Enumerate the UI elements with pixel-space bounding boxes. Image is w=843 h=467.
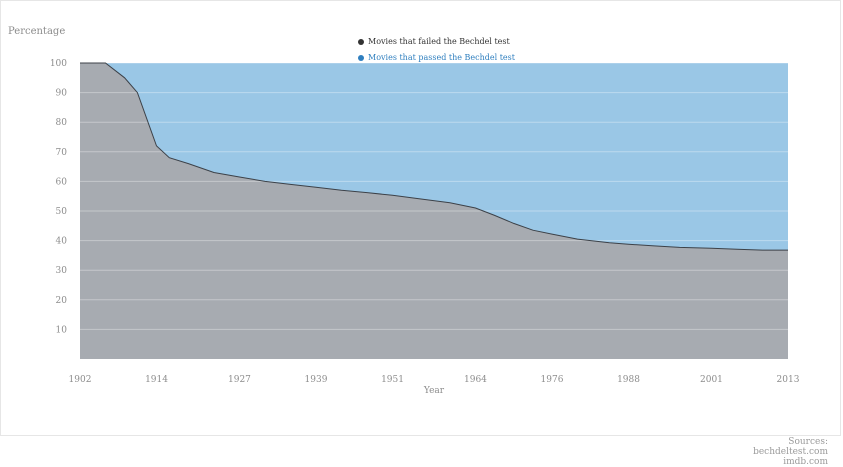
series-failed-area: [80, 63, 788, 359]
y-tick-label: 40: [56, 237, 68, 247]
source-line: bechdeltest.com: [753, 447, 828, 457]
legend-item-passed[interactable]: Movies that passed the Bechdel test: [358, 50, 515, 66]
sources-heading: Sources:: [788, 437, 828, 447]
x-tick-label: 2001: [700, 375, 723, 385]
source-line: imdb.com: [783, 457, 828, 467]
x-tick-label: 1902: [69, 375, 92, 385]
y-tick-label: 60: [56, 177, 68, 187]
y-tick-label: 30: [56, 266, 68, 276]
x-axis-title: Year: [423, 386, 445, 396]
x-tick-label: 1964: [464, 375, 487, 385]
legend-marker-failed: [358, 39, 364, 45]
x-tick-label: 1939: [305, 375, 328, 385]
legend-label-passed: Movies that passed the Bechdel test: [368, 53, 515, 62]
chart-frame: [0, 0, 841, 436]
x-tick-label: 1976: [541, 375, 564, 385]
legend-item-failed[interactable]: Movies that failed the Bechdel test: [358, 34, 515, 50]
legend: Movies that failed the Bechdel test Movi…: [358, 34, 515, 66]
x-tick-label: 1988: [617, 375, 640, 385]
legend-label-failed: Movies that failed the Bechdel test: [368, 37, 510, 46]
x-tick-label: 1914: [145, 375, 168, 385]
x-tick-label: 1951: [381, 375, 404, 385]
x-tick-label: 2013: [777, 375, 800, 385]
y-tick-label: 90: [56, 89, 68, 99]
y-tick-label: 100: [50, 59, 67, 69]
y-tick-label: 10: [56, 325, 68, 335]
series-failed-line: [80, 62, 788, 251]
y-tick-label: 80: [56, 118, 68, 128]
sources-note: Sources: bechdeltest.com imdb.com: [753, 437, 828, 467]
y-tick-label: 70: [56, 148, 68, 158]
area-chart: 10 20 30 40 50 60 70 80 90 100 1902 1914 1927 1939 195…: [50, 59, 800, 396]
legend-marker-passed: [358, 55, 364, 61]
y-axis-title: Percentage: [8, 26, 66, 37]
y-tick-label: 50: [56, 207, 68, 217]
y-tick-label: 20: [56, 296, 68, 306]
x-tick-label: 1927: [228, 375, 251, 385]
